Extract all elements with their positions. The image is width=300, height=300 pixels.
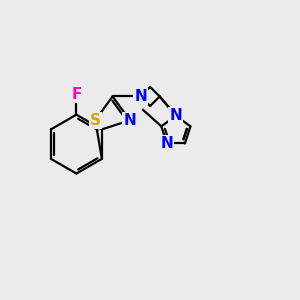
Text: N: N xyxy=(134,89,147,104)
Text: N: N xyxy=(160,136,173,151)
Text: S: S xyxy=(90,113,101,128)
Text: N: N xyxy=(124,113,136,128)
Text: N: N xyxy=(169,108,182,123)
Text: F: F xyxy=(71,87,82,102)
